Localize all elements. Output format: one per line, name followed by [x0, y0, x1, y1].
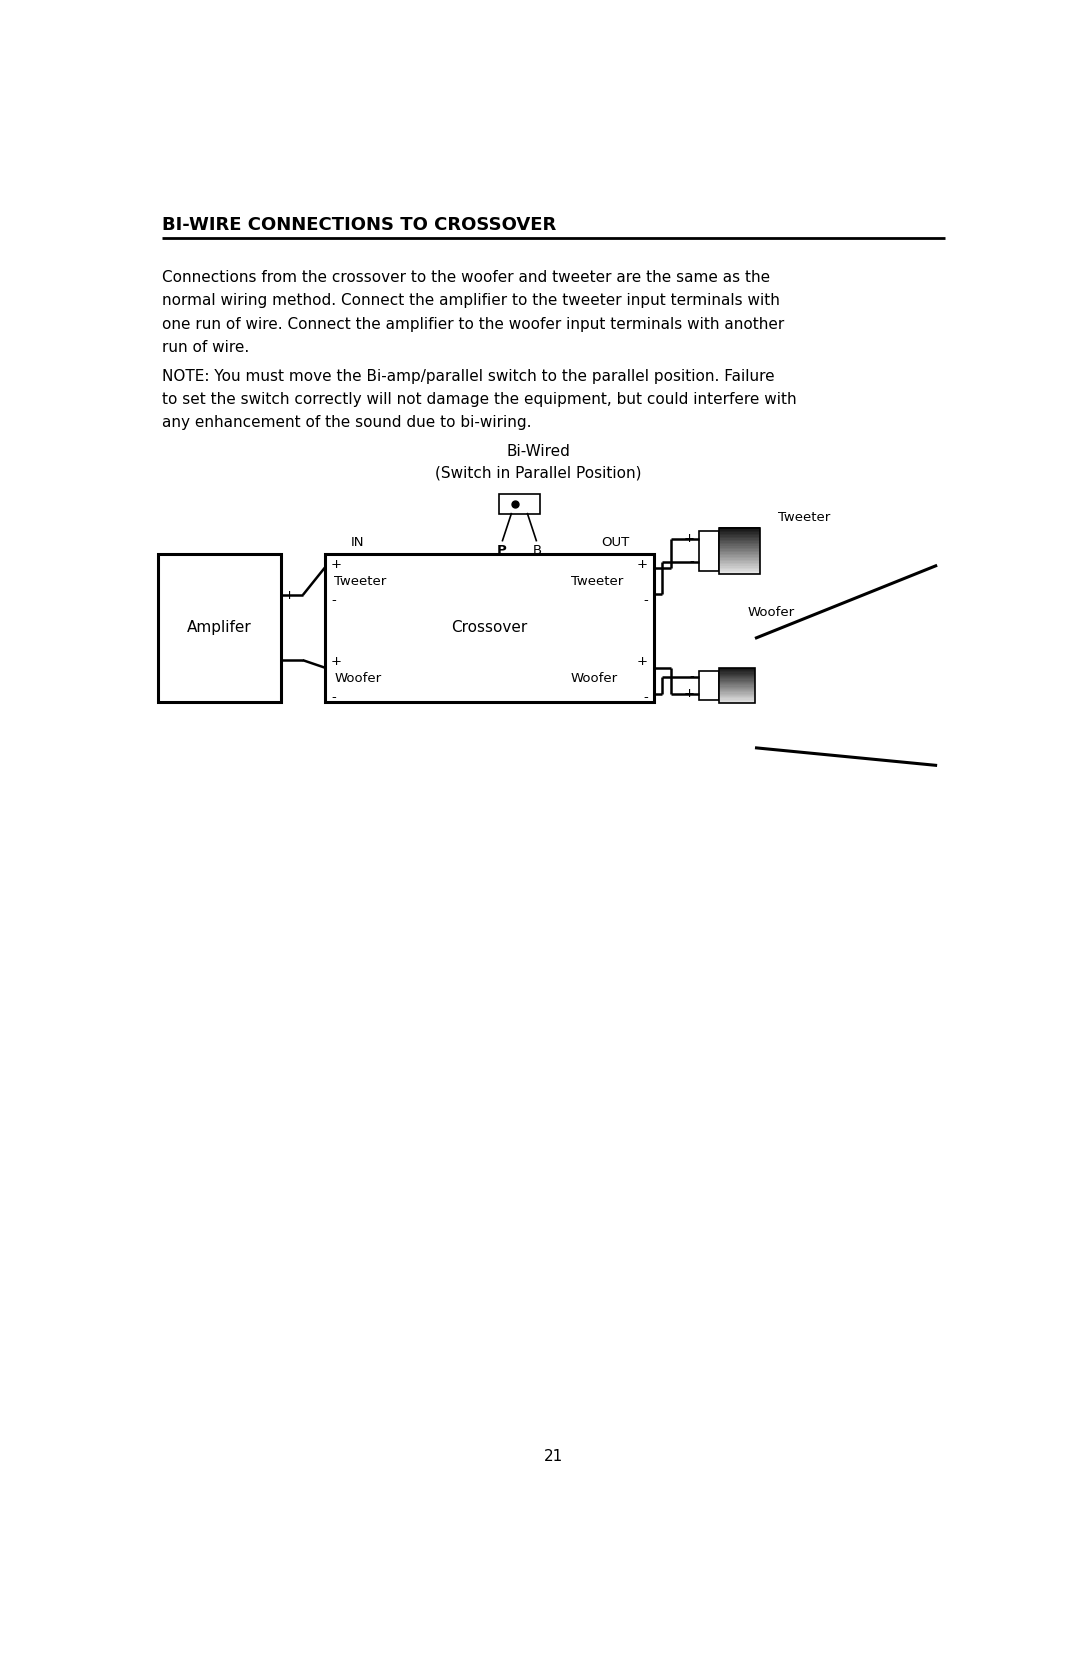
Text: Woofer: Woofer [334, 673, 381, 686]
Text: Tweeter: Tweeter [779, 511, 831, 524]
Text: Amplifer: Amplifer [187, 621, 252, 636]
Text: P: P [497, 544, 507, 557]
Bar [719, 537, 759, 539]
Text: -: - [644, 691, 648, 704]
Bar [325, 554, 654, 701]
Text: +: + [684, 688, 694, 699]
Text: -: - [332, 691, 336, 704]
Bar [719, 537, 759, 539]
Bar [719, 549, 759, 551]
Text: -: - [332, 594, 336, 608]
Text: Bi-Wired: Bi-Wired [507, 444, 570, 459]
Text: Tweeter: Tweeter [334, 576, 387, 587]
Text: -: - [644, 594, 648, 608]
Bar [719, 571, 759, 572]
Bar [719, 529, 759, 531]
Text: B: B [532, 544, 542, 557]
Bar [719, 531, 759, 532]
Text: one run of wire. Connect the amplifier to the woofer input terminals with anothe: one run of wire. Connect the amplifier t… [162, 317, 784, 332]
Text: +: + [332, 656, 342, 668]
Text: to set the switch correctly will not damage the equipment, but could interfere w: to set the switch correctly will not dam… [162, 392, 797, 407]
Bar [719, 559, 759, 561]
Bar [719, 527, 759, 529]
Bar [719, 668, 755, 703]
Bar [719, 557, 759, 559]
Text: +: + [284, 589, 295, 601]
Text: Crossover: Crossover [451, 621, 528, 636]
Bar [719, 569, 759, 571]
Bar [719, 554, 759, 556]
Bar [719, 564, 759, 566]
Text: -: - [284, 654, 288, 666]
Bar [719, 551, 759, 552]
Bar [719, 547, 759, 549]
Text: Woofer: Woofer [570, 673, 618, 686]
Text: Tweeter: Tweeter [570, 576, 623, 587]
Text: IN: IN [351, 536, 364, 549]
Bar [719, 539, 759, 541]
Bar [719, 546, 759, 547]
Text: normal wiring method. Connect the amplifier to the tweeter input terminals with: normal wiring method. Connect the amplif… [162, 294, 780, 309]
Text: +: + [684, 532, 694, 546]
Text: run of wire.: run of wire. [162, 340, 249, 354]
Text: +: + [332, 557, 342, 571]
Bar [719, 552, 759, 554]
Bar [719, 536, 759, 537]
Text: -: - [690, 669, 694, 683]
Text: BI-WIRE CONNECTIONS TO CROSSOVER: BI-WIRE CONNECTIONS TO CROSSOVER [162, 217, 556, 234]
Bar [499, 494, 540, 514]
Text: (Switch in Parallel Position): (Switch in Parallel Position) [435, 466, 642, 481]
Bar [719, 542, 759, 544]
Text: any enhancement of the sound due to bi-wiring.: any enhancement of the sound due to bi-w… [162, 416, 531, 431]
Bar [719, 532, 759, 534]
Text: 21: 21 [544, 1449, 563, 1464]
Text: NOTE: You must move the Bi-amp/parallel switch to the parallel position. Failure: NOTE: You must move the Bi-amp/parallel … [162, 369, 774, 384]
Text: +: + [637, 557, 648, 571]
Bar [719, 567, 759, 569]
Bar [719, 527, 759, 574]
Bar [719, 556, 759, 557]
Text: +: + [637, 656, 648, 668]
Bar [719, 572, 759, 574]
Text: OUT: OUT [602, 536, 630, 549]
Bar [159, 554, 281, 701]
Text: Woofer: Woofer [747, 606, 795, 619]
Bar [719, 534, 759, 536]
Text: -: - [690, 556, 694, 569]
Bar [719, 566, 759, 567]
Bar [719, 562, 759, 564]
Bar [699, 671, 719, 699]
Bar [719, 557, 759, 559]
Bar [719, 561, 759, 562]
Bar [719, 544, 759, 546]
Bar [719, 541, 759, 542]
Text: Connections from the crossover to the woofer and tweeter are the same as the: Connections from the crossover to the wo… [162, 270, 770, 285]
Bar [699, 531, 719, 571]
